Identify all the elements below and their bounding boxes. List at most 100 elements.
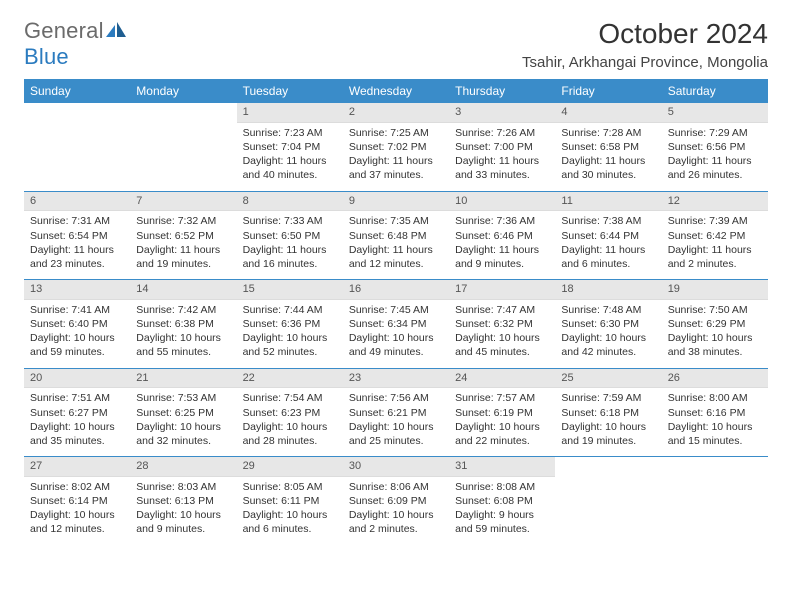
sunset-text: Sunset: 7:04 PM — [243, 140, 337, 154]
sunset-text: Sunset: 6:54 PM — [30, 229, 124, 243]
sunset-text: Sunset: 6:52 PM — [136, 229, 230, 243]
weekday-header-row: Sunday Monday Tuesday Wednesday Thursday… — [24, 79, 768, 103]
sunrise-text: Sunrise: 7:29 AM — [668, 126, 762, 140]
sunrise-text: Sunrise: 7:45 AM — [349, 303, 443, 317]
daylight-text: Daylight: 10 hours and 52 minutes. — [243, 331, 337, 359]
sunrise-text: Sunrise: 8:08 AM — [455, 480, 549, 494]
sunset-text: Sunset: 6:14 PM — [30, 494, 124, 508]
calendar-day-cell: 7Sunrise: 7:32 AMSunset: 6:52 PMDaylight… — [130, 191, 236, 280]
sunset-text: Sunset: 6:13 PM — [136, 494, 230, 508]
day-details: Sunrise: 7:26 AMSunset: 7:00 PMDaylight:… — [449, 123, 555, 191]
page-title: October 2024 — [522, 18, 768, 50]
calendar-day-cell: 22Sunrise: 7:54 AMSunset: 6:23 PMDayligh… — [237, 368, 343, 457]
day-details: Sunrise: 7:50 AMSunset: 6:29 PMDaylight:… — [662, 300, 768, 368]
calendar-day-cell: 11Sunrise: 7:38 AMSunset: 6:44 PMDayligh… — [555, 191, 661, 280]
calendar-day-cell: 19Sunrise: 7:50 AMSunset: 6:29 PMDayligh… — [662, 280, 768, 369]
day-number: 17 — [449, 280, 555, 300]
sunrise-text: Sunrise: 8:02 AM — [30, 480, 124, 494]
sunrise-text: Sunrise: 7:41 AM — [30, 303, 124, 317]
calendar-week-row: 1Sunrise: 7:23 AMSunset: 7:04 PMDaylight… — [24, 103, 768, 191]
day-number: 14 — [130, 280, 236, 300]
sunrise-text: Sunrise: 7:26 AM — [455, 126, 549, 140]
daylight-text: Daylight: 9 hours and 59 minutes. — [455, 508, 549, 536]
day-number: 3 — [449, 103, 555, 123]
day-number: 28 — [130, 457, 236, 477]
sunset-text: Sunset: 6:30 PM — [561, 317, 655, 331]
day-details: Sunrise: 7:54 AMSunset: 6:23 PMDaylight:… — [237, 388, 343, 456]
daylight-text: Daylight: 11 hours and 2 minutes. — [668, 243, 762, 271]
day-details: Sunrise: 7:59 AMSunset: 6:18 PMDaylight:… — [555, 388, 661, 456]
sunrise-text: Sunrise: 7:32 AM — [136, 214, 230, 228]
day-number: 31 — [449, 457, 555, 477]
daylight-text: Daylight: 11 hours and 26 minutes. — [668, 154, 762, 182]
day-number: 20 — [24, 369, 130, 389]
day-details: Sunrise: 7:42 AMSunset: 6:38 PMDaylight:… — [130, 300, 236, 368]
day-details: Sunrise: 7:51 AMSunset: 6:27 PMDaylight:… — [24, 388, 130, 456]
daylight-text: Daylight: 10 hours and 9 minutes. — [136, 508, 230, 536]
day-details: Sunrise: 7:45 AMSunset: 6:34 PMDaylight:… — [343, 300, 449, 368]
sunset-text: Sunset: 6:36 PM — [243, 317, 337, 331]
sunrise-text: Sunrise: 7:56 AM — [349, 391, 443, 405]
location-text: Tsahir, Arkhangai Province, Mongolia — [522, 54, 768, 71]
calendar-week-row: 27Sunrise: 8:02 AMSunset: 6:14 PMDayligh… — [24, 457, 768, 545]
page-header: GeneralBlue October 2024 Tsahir, Arkhang… — [24, 18, 768, 71]
daylight-text: Daylight: 10 hours and 32 minutes. — [136, 420, 230, 448]
sunrise-text: Sunrise: 7:23 AM — [243, 126, 337, 140]
weekday-header: Thursday — [449, 79, 555, 103]
daylight-text: Daylight: 11 hours and 9 minutes. — [455, 243, 549, 271]
sunset-text: Sunset: 6:16 PM — [668, 406, 762, 420]
day-details: Sunrise: 7:35 AMSunset: 6:48 PMDaylight:… — [343, 211, 449, 279]
daylight-text: Daylight: 10 hours and 59 minutes. — [30, 331, 124, 359]
daylight-text: Daylight: 10 hours and 6 minutes. — [243, 508, 337, 536]
daylight-text: Daylight: 10 hours and 49 minutes. — [349, 331, 443, 359]
day-number: 30 — [343, 457, 449, 477]
calendar-day-cell: 8Sunrise: 7:33 AMSunset: 6:50 PMDaylight… — [237, 191, 343, 280]
calendar-day-cell: 16Sunrise: 7:45 AMSunset: 6:34 PMDayligh… — [343, 280, 449, 369]
title-block: October 2024 Tsahir, Arkhangai Province,… — [522, 18, 768, 71]
calendar-page: GeneralBlue October 2024 Tsahir, Arkhang… — [0, 0, 792, 555]
daylight-text: Daylight: 11 hours and 12 minutes. — [349, 243, 443, 271]
sunset-text: Sunset: 6:58 PM — [561, 140, 655, 154]
daylight-text: Daylight: 10 hours and 42 minutes. — [561, 331, 655, 359]
day-details: Sunrise: 7:56 AMSunset: 6:21 PMDaylight:… — [343, 388, 449, 456]
day-details: Sunrise: 7:39 AMSunset: 6:42 PMDaylight:… — [662, 211, 768, 279]
calendar-day-cell: 25Sunrise: 7:59 AMSunset: 6:18 PMDayligh… — [555, 368, 661, 457]
daylight-text: Daylight: 10 hours and 12 minutes. — [30, 508, 124, 536]
day-details: Sunrise: 7:33 AMSunset: 6:50 PMDaylight:… — [237, 211, 343, 279]
sunset-text: Sunset: 6:19 PM — [455, 406, 549, 420]
weekday-header: Sunday — [24, 79, 130, 103]
daylight-text: Daylight: 10 hours and 15 minutes. — [668, 420, 762, 448]
day-number: 13 — [24, 280, 130, 300]
day-number: 16 — [343, 280, 449, 300]
day-details: Sunrise: 7:31 AMSunset: 6:54 PMDaylight:… — [24, 211, 130, 279]
sunrise-text: Sunrise: 7:51 AM — [30, 391, 124, 405]
day-details: Sunrise: 7:44 AMSunset: 6:36 PMDaylight:… — [237, 300, 343, 368]
day-number: 21 — [130, 369, 236, 389]
sunrise-text: Sunrise: 7:57 AM — [455, 391, 549, 405]
sunrise-text: Sunrise: 7:59 AM — [561, 391, 655, 405]
calendar-day-cell: 18Sunrise: 7:48 AMSunset: 6:30 PMDayligh… — [555, 280, 661, 369]
sunrise-text: Sunrise: 7:31 AM — [30, 214, 124, 228]
day-details: Sunrise: 7:53 AMSunset: 6:25 PMDaylight:… — [130, 388, 236, 456]
day-details: Sunrise: 7:57 AMSunset: 6:19 PMDaylight:… — [449, 388, 555, 456]
sunset-text: Sunset: 6:09 PM — [349, 494, 443, 508]
daylight-text: Daylight: 11 hours and 19 minutes. — [136, 243, 230, 271]
sunrise-text: Sunrise: 7:44 AM — [243, 303, 337, 317]
sunrise-text: Sunrise: 7:36 AM — [455, 214, 549, 228]
daylight-text: Daylight: 11 hours and 33 minutes. — [455, 154, 549, 182]
calendar-week-row: 13Sunrise: 7:41 AMSunset: 6:40 PMDayligh… — [24, 280, 768, 369]
calendar-week-row: 6Sunrise: 7:31 AMSunset: 6:54 PMDaylight… — [24, 191, 768, 280]
sunrise-text: Sunrise: 7:48 AM — [561, 303, 655, 317]
sunset-text: Sunset: 7:02 PM — [349, 140, 443, 154]
day-number: 15 — [237, 280, 343, 300]
calendar-day-cell: 13Sunrise: 7:41 AMSunset: 6:40 PMDayligh… — [24, 280, 130, 369]
calendar-day-cell — [555, 457, 661, 545]
day-details: Sunrise: 8:08 AMSunset: 6:08 PMDaylight:… — [449, 477, 555, 545]
sunset-text: Sunset: 6:27 PM — [30, 406, 124, 420]
daylight-text: Daylight: 10 hours and 38 minutes. — [668, 331, 762, 359]
calendar-day-cell: 2Sunrise: 7:25 AMSunset: 7:02 PMDaylight… — [343, 103, 449, 191]
day-number: 27 — [24, 457, 130, 477]
sunrise-text: Sunrise: 7:42 AM — [136, 303, 230, 317]
sunrise-text: Sunrise: 8:03 AM — [136, 480, 230, 494]
daylight-text: Daylight: 10 hours and 22 minutes. — [455, 420, 549, 448]
